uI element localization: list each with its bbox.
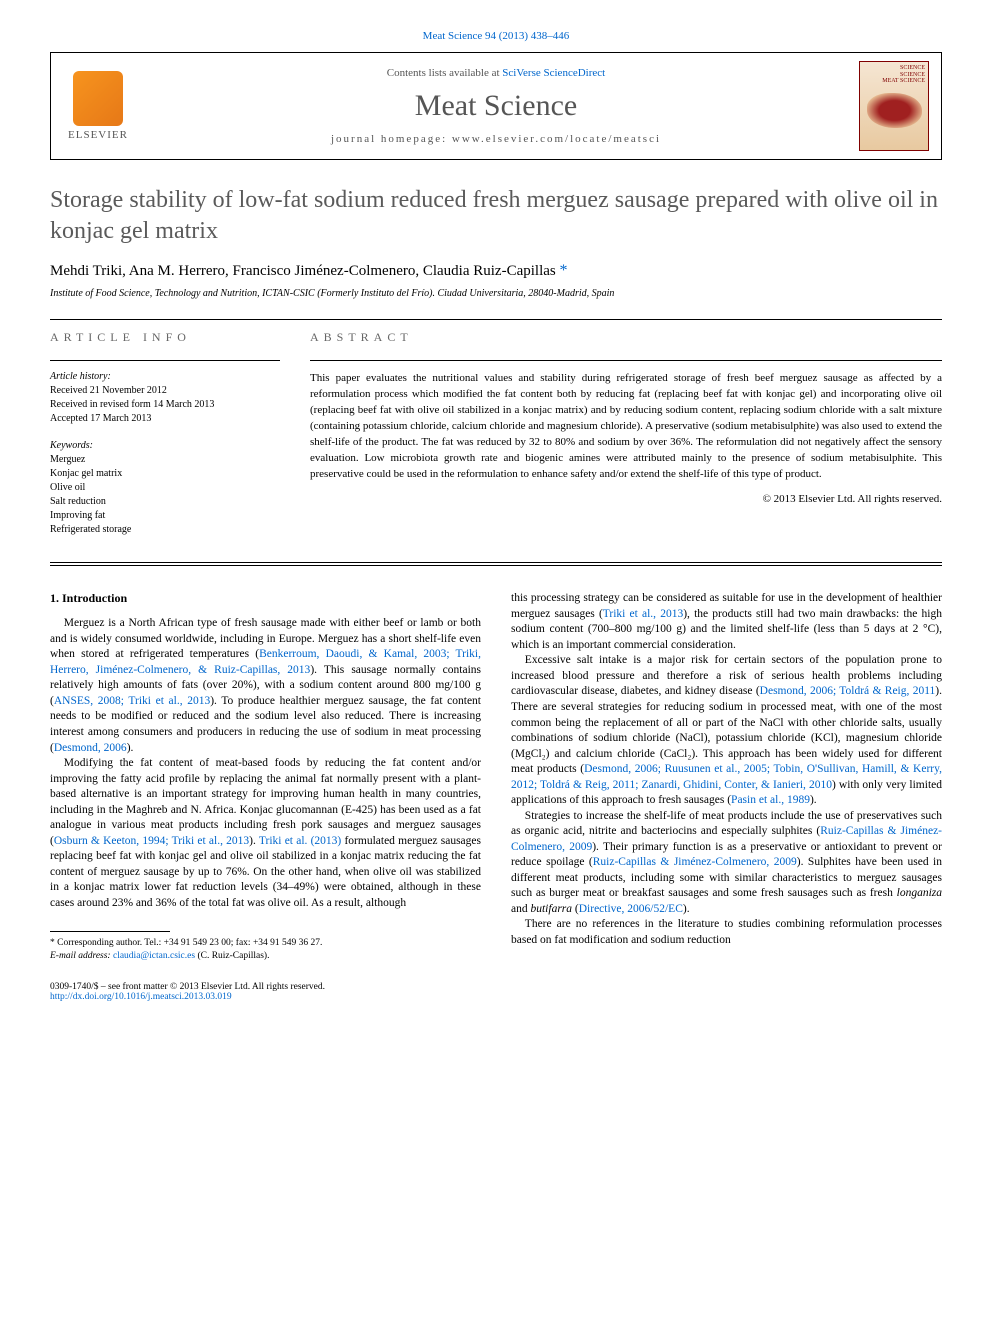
abstract-heading: abstract xyxy=(310,330,942,345)
elsevier-tree-icon xyxy=(73,71,123,126)
citation-link[interactable]: Triki et al., 2013 xyxy=(603,608,683,620)
email-label: E-mail address: xyxy=(50,951,113,961)
cover-thumbnail: SCIENCE SCIENCE MEAT SCIENCE xyxy=(859,61,929,151)
italic-term: longaniza xyxy=(897,887,942,899)
received-date: Received 21 November 2012 xyxy=(50,384,280,398)
cover-image-icon xyxy=(867,93,922,128)
text: ). xyxy=(810,794,817,806)
divider xyxy=(50,360,280,361)
text: ). There are several strategies for redu… xyxy=(511,685,942,775)
email-suffix: (C. Ruiz-Capillas). xyxy=(195,951,269,961)
abstract-copyright: © 2013 Elsevier Ltd. All rights reserved… xyxy=(310,493,942,505)
page-footer: 0309-1740/$ – see front matter © 2013 El… xyxy=(50,982,942,1002)
text: ). xyxy=(683,903,690,915)
text: There are no references in the literatur… xyxy=(511,918,942,946)
citation-link[interactable]: Desmond, 2006; Toldrá & Reig, 2011 xyxy=(760,685,936,697)
text: ). xyxy=(127,742,134,754)
body-columns: 1. Introduction Merguez is a North Afric… xyxy=(50,591,942,961)
issn-copyright: 0309-1740/$ – see front matter © 2013 El… xyxy=(50,982,942,992)
email-link[interactable]: claudia@ictan.csic.es xyxy=(113,951,195,961)
citation-link[interactable]: Desmond, 2006 xyxy=(54,742,127,754)
abstract-text: This paper evaluates the nutritional val… xyxy=(310,371,942,483)
journal-reference: Meat Science 94 (2013) 438–446 xyxy=(50,30,942,42)
citation-link[interactable]: Ruiz-Capillas & Jiménez-Colmenero, 2009 xyxy=(593,856,797,868)
corr-tel-fax: * Corresponding author. Tel.: +34 91 549… xyxy=(50,937,481,949)
accepted-date: Accepted 17 March 2013 xyxy=(50,412,280,426)
journal-ref-link[interactable]: Meat Science 94 (2013) 438–446 xyxy=(423,30,570,42)
right-column: this processing strategy can be consider… xyxy=(511,591,942,961)
divider xyxy=(310,360,942,361)
citation-link[interactable]: Pasin et al., 1989 xyxy=(731,794,810,806)
body-text-right: this processing strategy can be consider… xyxy=(511,591,942,948)
text: Modifying the fat content of meat-based … xyxy=(50,757,481,847)
divider xyxy=(50,319,942,320)
section-1-heading: 1. Introduction xyxy=(50,591,481,606)
homepage-prefix: journal homepage: xyxy=(331,133,452,145)
homepage-line: journal homepage: www.elsevier.com/locat… xyxy=(148,133,844,145)
elsevier-name: ELSEVIER xyxy=(68,129,128,141)
journal-header: ELSEVIER Contents lists available at Sci… xyxy=(50,52,942,160)
text: ). xyxy=(249,835,259,847)
homepage-url: www.elsevier.com/locate/meatsci xyxy=(452,133,661,145)
body-text-left: Merguez is a North African type of fresh… xyxy=(50,616,481,911)
header-center: Contents lists available at SciVerse Sci… xyxy=(148,67,844,145)
left-column: 1. Introduction Merguez is a North Afric… xyxy=(50,591,481,961)
text: and xyxy=(511,903,530,915)
keyword-4: Improving fat xyxy=(50,509,280,523)
contents-line: Contents lists available at SciVerse Sci… xyxy=(148,67,844,79)
history-label: Article history: xyxy=(50,371,280,382)
citation-link[interactable]: Directive, 2006/52/EC xyxy=(579,903,683,915)
keyword-5: Refrigerated storage xyxy=(50,523,280,537)
abstract-block: abstract This paper evaluates the nutrit… xyxy=(310,330,942,537)
keywords-label: Keywords: xyxy=(50,440,280,451)
cover-label-1: SCIENCE xyxy=(863,72,925,79)
italic-term: butifarra xyxy=(530,903,572,915)
article-info-block: article info Article history: Received 2… xyxy=(50,330,280,537)
authors-list: Mehdi Triki, Ana M. Herrero, Francisco J… xyxy=(50,263,560,279)
contents-prefix: Contents lists available at xyxy=(387,67,502,79)
text: ( xyxy=(572,903,579,915)
citation-link[interactable]: Triki et al. (2013) xyxy=(259,835,341,847)
keyword-1: Konjac gel matrix xyxy=(50,467,280,481)
citation-link[interactable]: Osburn & Keeton, 1994; Triki et al., 201… xyxy=(54,835,249,847)
keyword-2: Olive oil xyxy=(50,481,280,495)
doi-link[interactable]: http://dx.doi.org/10.1016/j.meatsci.2013… xyxy=(50,992,232,1002)
keyword-3: Salt reduction xyxy=(50,495,280,509)
corresponding-marker-link[interactable]: * xyxy=(560,262,568,279)
cover-label-2: MEAT SCIENCE xyxy=(863,78,925,85)
journal-name: Meat Science xyxy=(148,89,844,123)
authors: Mehdi Triki, Ana M. Herrero, Francisco J… xyxy=(50,262,942,280)
keyword-0: Merguez xyxy=(50,453,280,467)
footnote-divider xyxy=(50,931,170,932)
double-divider xyxy=(50,562,942,566)
sciencedirect-link[interactable]: SciVerse ScienceDirect xyxy=(502,67,605,79)
corresponding-author-footnote: * Corresponding author. Tel.: +34 91 549… xyxy=(50,937,481,962)
revised-date: Received in revised form 14 March 2013 xyxy=(50,398,280,412)
article-info-heading: article info xyxy=(50,330,280,345)
elsevier-logo: ELSEVIER xyxy=(63,64,133,149)
affiliation: Institute of Food Science, Technology an… xyxy=(50,288,942,299)
info-abstract-row: article info Article history: Received 2… xyxy=(50,330,942,537)
article-title: Storage stability of low-fat sodium redu… xyxy=(50,185,942,247)
cover-label-0: SCIENCE xyxy=(863,65,925,72)
citation-link[interactable]: ANSES, 2008; Triki et al., 2013 xyxy=(54,695,210,707)
